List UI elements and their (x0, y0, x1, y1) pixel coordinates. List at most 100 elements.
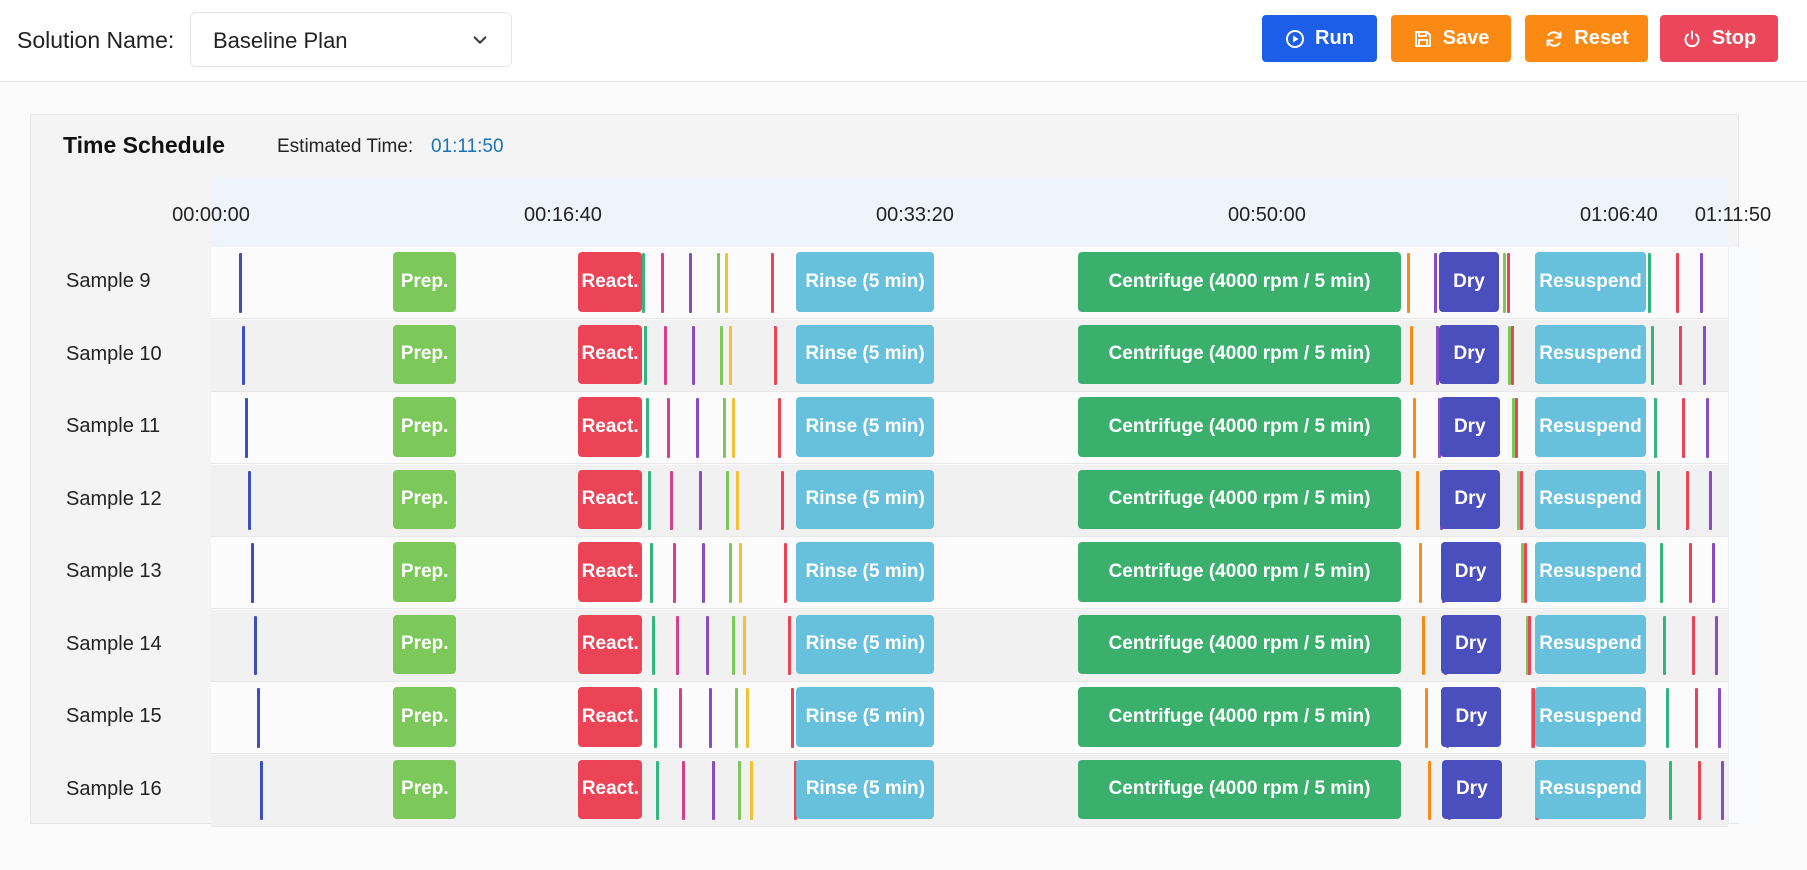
marker-bar[interactable] (794, 760, 798, 820)
marker-bar[interactable] (661, 253, 664, 313)
marker-bar[interactable] (729, 543, 732, 603)
marker-bar[interactable] (689, 253, 692, 313)
marker-bar[interactable] (1682, 398, 1686, 458)
marker-bar[interactable] (1521, 543, 1525, 603)
marker-bar[interactable] (738, 760, 741, 820)
marker-bar[interactable] (1407, 253, 1410, 313)
step-block-centrifuge[interactable]: Centrifuge (4000 rpm / 5 min) (1078, 324, 1401, 384)
save-button[interactable]: Save (1391, 15, 1511, 62)
marker-bar[interactable] (1715, 615, 1718, 675)
marker-bar[interactable] (1654, 398, 1657, 458)
marker-bar[interactable] (728, 325, 732, 385)
marker-bar[interactable] (679, 688, 682, 748)
marker-bar[interactable] (676, 615, 679, 675)
step-block-resuspend[interactable]: Resuspend (1535, 324, 1646, 384)
marker-bar[interactable] (260, 760, 263, 820)
marker-bar[interactable] (774, 325, 778, 385)
marker-bar[interactable] (1703, 325, 1706, 385)
marker-bar[interactable] (790, 688, 794, 748)
marker-bar[interactable] (717, 253, 720, 313)
step-block-rinse[interactable]: Rinse (5 min) (796, 687, 935, 747)
marker-bar[interactable] (735, 688, 738, 748)
marker-bar[interactable] (720, 325, 723, 385)
marker-bar[interactable] (1526, 615, 1529, 675)
run-button[interactable]: Run (1262, 15, 1377, 62)
marker-bar[interactable] (1507, 325, 1511, 385)
step-block-dry[interactable]: Dry (1441, 614, 1501, 674)
marker-bar[interactable] (732, 398, 735, 458)
marker-bar[interactable] (642, 253, 645, 313)
marker-bar[interactable] (784, 543, 788, 603)
step-block-resuspend[interactable]: Resuspend (1535, 759, 1646, 819)
marker-bar[interactable] (654, 688, 657, 748)
marker-bar[interactable] (648, 470, 651, 530)
marker-bar[interactable] (692, 325, 696, 385)
step-block-react[interactable]: React. (578, 397, 643, 457)
marker-bar[interactable] (780, 470, 784, 530)
marker-bar[interactable] (712, 760, 716, 820)
marker-bar[interactable] (1416, 470, 1419, 530)
step-block-resuspend[interactable]: Resuspend (1535, 252, 1646, 312)
step-block-dry[interactable]: Dry (1440, 469, 1501, 529)
marker-bar[interactable] (732, 615, 735, 675)
step-block-centrifuge[interactable]: Centrifuge (4000 rpm / 5 min) (1078, 759, 1401, 819)
marker-bar[interactable] (251, 543, 254, 603)
step-block-rinse[interactable]: Rinse (5 min) (796, 252, 934, 312)
marker-bar[interactable] (682, 760, 685, 820)
marker-bar[interactable] (248, 470, 251, 530)
step-block-centrifuge[interactable]: Centrifuge (4000 rpm / 5 min) (1078, 397, 1401, 457)
step-block-resuspend[interactable]: Resuspend (1535, 469, 1646, 529)
marker-bar[interactable] (1532, 688, 1536, 748)
marker-bar[interactable] (777, 398, 781, 458)
marker-bar[interactable] (742, 615, 746, 675)
step-block-resuspend[interactable]: Resuspend (1535, 614, 1646, 674)
marker-bar[interactable] (705, 615, 709, 675)
step-block-resuspend[interactable]: Resuspend (1535, 397, 1646, 457)
marker-bar[interactable] (650, 543, 653, 603)
marker-bar[interactable] (644, 325, 647, 385)
marker-bar[interactable] (723, 398, 726, 458)
marker-bar[interactable] (1709, 470, 1712, 530)
marker-bar[interactable] (1523, 543, 1527, 603)
step-block-prep[interactable]: Prep. (393, 469, 457, 529)
marker-bar[interactable] (667, 398, 670, 458)
marker-bar[interactable] (1679, 325, 1683, 385)
step-block-dry[interactable]: Dry (1439, 397, 1500, 457)
step-block-centrifuge[interactable]: Centrifuge (4000 rpm / 5 min) (1078, 542, 1401, 602)
marker-bar[interactable] (656, 760, 659, 820)
step-block-react[interactable]: React. (578, 469, 643, 529)
step-block-rinse[interactable]: Rinse (5 min) (796, 542, 935, 602)
marker-bar[interactable] (1530, 688, 1534, 748)
marker-bar[interactable] (1718, 688, 1721, 748)
step-block-rinse[interactable]: Rinse (5 min) (796, 614, 935, 674)
marker-bar[interactable] (1438, 398, 1441, 458)
marker-bar[interactable] (1712, 543, 1715, 603)
marker-bar[interactable] (1528, 615, 1531, 675)
marker-bar[interactable] (670, 470, 673, 530)
marker-bar[interactable] (1695, 688, 1699, 748)
marker-bar[interactable] (1660, 543, 1663, 603)
marker-bar[interactable] (735, 470, 739, 530)
marker-bar[interactable] (239, 253, 242, 313)
reset-button[interactable]: Reset (1525, 15, 1648, 62)
marker-bar[interactable] (1428, 760, 1431, 820)
step-block-prep[interactable]: Prep. (393, 397, 457, 457)
step-block-react[interactable]: React. (578, 614, 643, 674)
marker-bar[interactable] (1512, 398, 1516, 458)
step-block-prep[interactable]: Prep. (393, 759, 457, 819)
marker-bar[interactable] (673, 543, 676, 603)
marker-bar[interactable] (1515, 398, 1519, 458)
step-block-prep[interactable]: Prep. (393, 324, 457, 384)
marker-bar[interactable] (695, 398, 699, 458)
marker-bar[interactable] (725, 253, 728, 313)
marker-bar[interactable] (1706, 398, 1709, 458)
step-block-dry[interactable]: Dry (1439, 252, 1499, 312)
marker-bar[interactable] (1657, 470, 1660, 530)
step-block-prep[interactable]: Prep. (393, 614, 457, 674)
step-block-dry[interactable]: Dry (1440, 542, 1501, 602)
step-block-prep[interactable]: Prep. (393, 542, 457, 602)
step-block-react[interactable]: React. (578, 252, 642, 312)
marker-bar[interactable] (746, 688, 749, 748)
step-block-rinse[interactable]: Rinse (5 min) (796, 469, 935, 529)
step-block-react[interactable]: React. (578, 759, 643, 819)
